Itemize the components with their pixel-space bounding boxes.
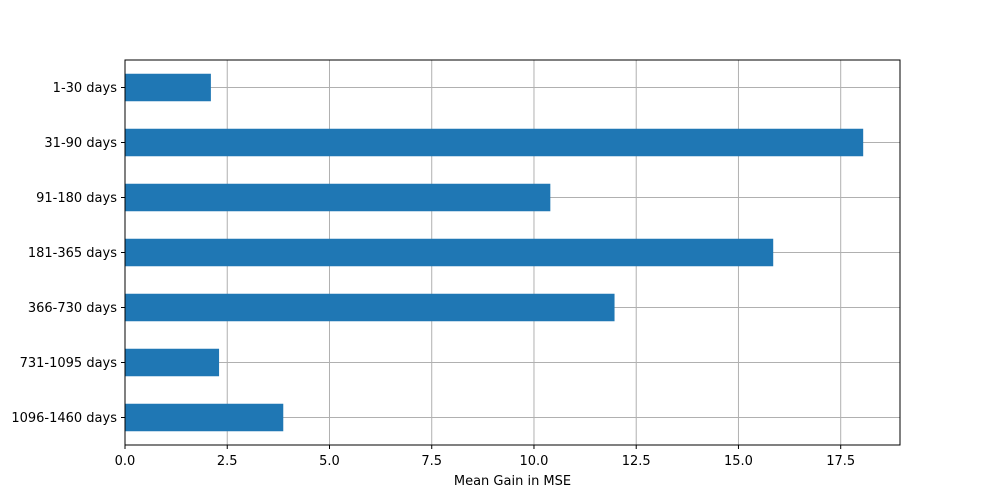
x-tick-label: 7.5: [421, 454, 442, 469]
x-tick-label: 5.0: [319, 454, 340, 469]
bar-1: [125, 128, 864, 157]
x-tick-label: 17.5: [826, 454, 855, 469]
y-tick-label: 1096-1460 days: [11, 411, 117, 426]
y-tick-label: 31-90 days: [44, 136, 117, 151]
x-tick-label: 0.0: [115, 454, 136, 469]
bar-4: [125, 293, 615, 322]
y-tick-label: 181-365 days: [28, 246, 117, 261]
x-tick-label: 12.5: [622, 454, 651, 469]
x-tick-label: 10.0: [519, 454, 548, 469]
bar-6: [125, 403, 284, 432]
y-tick-label: 91-180 days: [36, 191, 117, 206]
x-tick-label: 15.0: [724, 454, 753, 469]
y-tick-label: 731-1095 days: [20, 356, 118, 371]
y-tick-label: 366-730 days: [28, 301, 117, 316]
bar-3: [125, 238, 774, 267]
bars: [125, 73, 864, 432]
bar-2: [125, 183, 551, 212]
bar-5: [125, 348, 220, 377]
bar-0: [125, 73, 211, 102]
axis-ticks: 0.0 2.5 5.0 7.5 10.0 12.5 15.0 17.5 1-30 days 31-…: [11, 81, 855, 469]
x-axis-label: Mean Gain in MSE: [454, 474, 571, 489]
x-tick-label: 2.5: [217, 454, 238, 469]
y-tick-label: 1-30 days: [53, 81, 118, 96]
